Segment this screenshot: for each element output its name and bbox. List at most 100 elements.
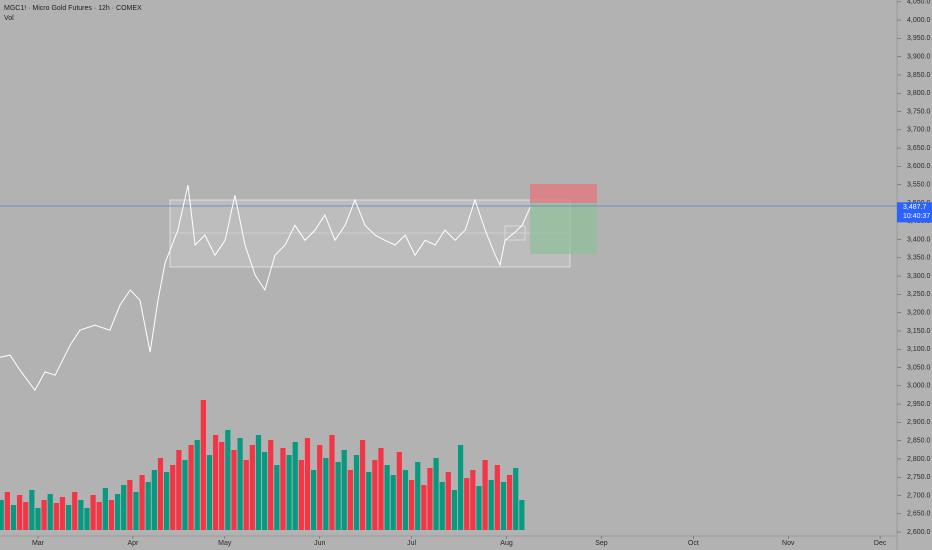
y-tick-label: 4,000.0 [907, 17, 930, 24]
x-tick-label: Jun [314, 540, 325, 547]
x-tick-label: Aug [500, 540, 513, 547]
volume-bar [108, 500, 115, 530]
volume-label: Vol [4, 15, 14, 22]
volume-bar [114, 494, 121, 530]
volume-bar [133, 492, 139, 530]
volume-bar [335, 462, 341, 530]
volume-bar [10, 505, 17, 530]
volume-bar [35, 508, 41, 530]
volume-bar [464, 478, 470, 530]
countdown-label: 10:40:37 [903, 213, 930, 220]
drawings [0, 184, 897, 268]
volume-bar [396, 452, 402, 530]
volume-bar [457, 445, 464, 530]
volume-bar [188, 445, 194, 530]
volume-bar [488, 480, 494, 530]
x-tick-label: Sep [595, 540, 608, 547]
volume-bar [72, 492, 78, 530]
volume-bar [23, 502, 29, 530]
y-tick-label: 2,950.0 [907, 401, 930, 408]
volume-bar [47, 494, 53, 530]
volume-bar [519, 500, 525, 530]
x-tick-label: Apr [127, 540, 139, 547]
chart-title: MGC1! · Micro Gold Futures · 12h · COMEX [4, 5, 142, 12]
range-box [169, 199, 571, 268]
volume-bar [200, 400, 206, 530]
x-tick-label: Nov [782, 540, 795, 547]
price-badge [897, 202, 932, 223]
volume-bar [163, 472, 170, 530]
volume-bar [421, 485, 427, 530]
volume-bar [359, 440, 366, 530]
volume-bar [0, 500, 4, 530]
volume-bar [121, 485, 127, 530]
y-tick-label: 3,850.0 [907, 72, 930, 79]
volume-bar [292, 442, 298, 530]
volume-bar [170, 465, 176, 530]
y-tick-label: 3,250.0 [907, 291, 930, 298]
volume-bar [476, 486, 482, 530]
y-tick-label: 3,600.0 [907, 163, 930, 170]
volume-bar [378, 448, 384, 530]
volume-bar [4, 492, 10, 530]
volume-bar [84, 508, 90, 530]
y-tick-label: 4,050.0 [907, 0, 930, 6]
x-tick-label: May [218, 540, 232, 547]
price-line [0, 184, 531, 392]
y-tick-label: 3,300.0 [907, 273, 930, 280]
volume-bar [280, 448, 286, 530]
volume-bar [341, 450, 347, 530]
volume-bar [145, 482, 151, 530]
y-tick-label: 2,700.0 [907, 492, 930, 499]
y-tick-label: 3,550.0 [907, 182, 930, 189]
y-tick-label: 2,850.0 [907, 437, 930, 444]
y-tick-label: 3,350.0 [907, 255, 930, 262]
volume-bar [482, 460, 488, 530]
y-tick-label: 3,800.0 [907, 90, 930, 97]
volume-bar [176, 450, 182, 530]
y-tick-label: 3,900.0 [907, 54, 930, 61]
volume-bar [41, 500, 47, 530]
volume-bar [212, 435, 219, 530]
volume-bar [249, 445, 255, 530]
volume-bar [90, 495, 96, 530]
volume-bar [298, 460, 304, 530]
x-tick-label: Jul [407, 540, 416, 547]
y-tick-label: 3,950.0 [907, 35, 930, 42]
volume-bar [102, 488, 108, 530]
y-tick-label: 3,750.0 [907, 108, 930, 115]
volume-bar [225, 430, 231, 530]
small-box [504, 225, 526, 241]
y-tick-label: 3,700.0 [907, 127, 930, 134]
volume-bar [157, 458, 164, 530]
volume-bar [194, 440, 200, 530]
volume-bar [78, 500, 84, 530]
volume-bar [96, 502, 102, 530]
volume-bar [274, 465, 280, 530]
volume-bar [59, 497, 66, 530]
volume-bar [29, 490, 35, 530]
y-tick-label: 3,000.0 [907, 383, 930, 390]
target-zone [530, 203, 597, 254]
volume-bar [255, 435, 262, 530]
volume-bar [182, 460, 188, 530]
y-tick-label: 2,650.0 [907, 511, 930, 518]
volume-bar [317, 445, 323, 530]
volume-bar [347, 470, 353, 530]
y-tick-label: 2,900.0 [907, 419, 930, 426]
volume-bar [243, 460, 249, 530]
y-tick-label: 3,650.0 [907, 145, 930, 152]
y-tick-label: 3,200.0 [907, 310, 930, 317]
y-tick-label: 3,050.0 [907, 364, 930, 371]
volume-bar [16, 495, 23, 530]
volume-bar [139, 475, 145, 530]
y-tick-label: 3,100.0 [907, 346, 930, 353]
volume-bar [439, 482, 445, 530]
volume-bar [206, 455, 213, 530]
y-tick-label: 2,800.0 [907, 456, 930, 463]
volume-bar [500, 482, 507, 530]
x-tick-label: Oct [688, 540, 699, 547]
y-tick-label: 3,150.0 [907, 328, 930, 335]
volume-bar [494, 465, 500, 530]
